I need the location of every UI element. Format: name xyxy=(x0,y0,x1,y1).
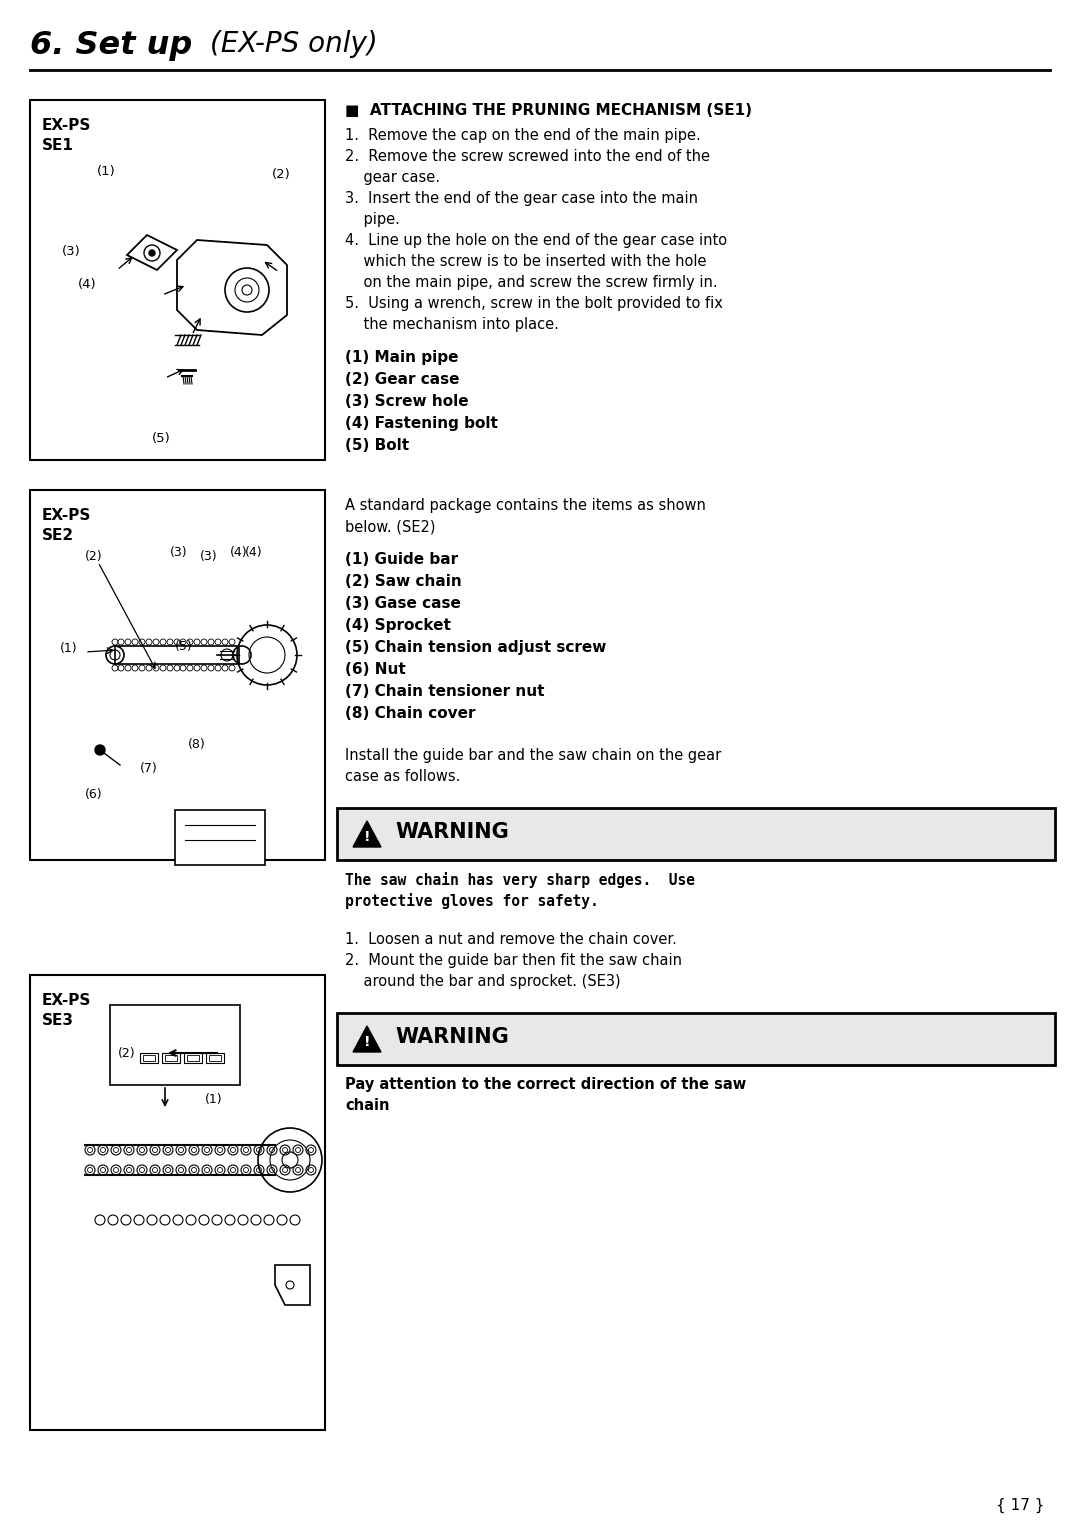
Text: which the screw is to be inserted with the hole: which the screw is to be inserted with t… xyxy=(345,253,706,269)
Text: SE2: SE2 xyxy=(42,528,75,543)
Text: gear case.: gear case. xyxy=(345,169,440,185)
Bar xyxy=(30,975,325,1430)
Text: 5.  Using a wrench, screw in the bolt provided to fix: 5. Using a wrench, screw in the bolt pro… xyxy=(345,296,723,311)
Text: !: ! xyxy=(364,1035,370,1048)
Text: 2.  Mount the guide bar then fit the saw chain: 2. Mount the guide bar then fit the saw … xyxy=(345,954,681,967)
Text: (2): (2) xyxy=(85,549,103,563)
Text: (5) Bolt: (5) Bolt xyxy=(345,438,409,453)
Text: Install the guide bar and the saw chain on the gear: Install the guide bar and the saw chain … xyxy=(345,748,721,763)
Text: (1): (1) xyxy=(60,642,78,655)
Text: (6): (6) xyxy=(85,787,103,801)
Text: (2) Saw chain: (2) Saw chain xyxy=(345,574,462,589)
Text: (5): (5) xyxy=(175,639,192,653)
Bar xyxy=(337,807,1055,861)
Polygon shape xyxy=(353,1025,381,1051)
Polygon shape xyxy=(353,821,381,847)
Text: ■  ATTACHING THE PRUNING MECHANISM (SE1): ■ ATTACHING THE PRUNING MECHANISM (SE1) xyxy=(345,102,752,118)
Bar xyxy=(30,101,325,459)
Text: (4) Fastening bolt: (4) Fastening bolt xyxy=(345,417,498,430)
Bar xyxy=(175,810,265,865)
Text: !: ! xyxy=(364,830,370,844)
Bar xyxy=(337,1013,1055,1065)
Text: chain: chain xyxy=(345,1099,390,1112)
Text: (2): (2) xyxy=(118,1047,136,1061)
Circle shape xyxy=(149,250,156,256)
Text: below. (SE2): below. (SE2) xyxy=(345,519,435,534)
Text: (5): (5) xyxy=(152,432,171,446)
Text: (3): (3) xyxy=(200,549,218,563)
Text: (1): (1) xyxy=(205,1093,222,1106)
Text: pipe.: pipe. xyxy=(345,212,400,227)
Text: (1) Main pipe: (1) Main pipe xyxy=(345,349,459,365)
Text: (4): (4) xyxy=(245,546,262,559)
Bar xyxy=(187,1054,199,1061)
Bar xyxy=(140,1053,158,1064)
Text: The saw chain has very sharp edges.  Use: The saw chain has very sharp edges. Use xyxy=(345,871,696,888)
Text: (1): (1) xyxy=(97,165,116,179)
Text: 2.  Remove the screw screwed into the end of the: 2. Remove the screw screwed into the end… xyxy=(345,150,710,163)
Text: WARNING: WARNING xyxy=(395,1027,509,1047)
Bar xyxy=(206,1053,224,1064)
Text: around the bar and sprocket. (SE3): around the bar and sprocket. (SE3) xyxy=(345,974,621,989)
Text: (4): (4) xyxy=(230,546,247,559)
Text: on the main pipe, and screw the screw firmly in.: on the main pipe, and screw the screw fi… xyxy=(345,275,717,290)
Bar xyxy=(210,1054,221,1061)
Text: (4) Sprocket: (4) Sprocket xyxy=(345,618,450,633)
Text: (3) Screw hole: (3) Screw hole xyxy=(345,394,469,409)
Text: (3): (3) xyxy=(62,246,81,258)
Bar xyxy=(165,1054,177,1061)
Text: (2) Gear case: (2) Gear case xyxy=(345,372,459,388)
Text: SE1: SE1 xyxy=(42,137,73,153)
Text: (8) Chain cover: (8) Chain cover xyxy=(345,707,475,720)
Text: 1.  Remove the cap on the end of the main pipe.: 1. Remove the cap on the end of the main… xyxy=(345,128,701,143)
Text: EX-PS: EX-PS xyxy=(42,118,92,133)
Text: (1) Guide bar: (1) Guide bar xyxy=(345,552,458,568)
Text: A standard package contains the items as shown: A standard package contains the items as… xyxy=(345,497,706,513)
Text: WARNING: WARNING xyxy=(395,823,509,842)
Text: Pay attention to the correct direction of the saw: Pay attention to the correct direction o… xyxy=(345,1077,746,1093)
Text: the mechanism into place.: the mechanism into place. xyxy=(345,317,558,333)
Bar xyxy=(162,1053,180,1064)
Text: 1.  Loosen a nut and remove the chain cover.: 1. Loosen a nut and remove the chain cov… xyxy=(345,932,677,948)
Text: (3) Gase case: (3) Gase case xyxy=(345,597,461,610)
Bar xyxy=(30,490,325,861)
Bar xyxy=(110,1006,240,1085)
Text: 4.  Line up the hole on the end of the gear case into: 4. Line up the hole on the end of the ge… xyxy=(345,233,727,249)
Text: (2): (2) xyxy=(272,168,291,182)
Text: (5) Chain tension adjust screw: (5) Chain tension adjust screw xyxy=(345,639,606,655)
Text: (7) Chain tensioner nut: (7) Chain tensioner nut xyxy=(345,684,544,699)
Text: 3.  Insert the end of the gear case into the main: 3. Insert the end of the gear case into … xyxy=(345,191,698,206)
Text: 6. Set up: 6. Set up xyxy=(30,31,203,61)
Bar xyxy=(184,1053,202,1064)
Text: (4): (4) xyxy=(78,278,96,291)
Text: (3): (3) xyxy=(170,546,188,559)
Text: { 17 }: { 17 } xyxy=(997,1499,1045,1514)
Text: (6) Nut: (6) Nut xyxy=(345,662,406,678)
Text: case as follows.: case as follows. xyxy=(345,769,460,784)
Text: EX-PS: EX-PS xyxy=(42,993,92,1009)
Bar xyxy=(143,1054,156,1061)
Text: EX-PS: EX-PS xyxy=(42,508,92,523)
Circle shape xyxy=(95,745,105,755)
Text: (7): (7) xyxy=(140,761,158,775)
Text: (8): (8) xyxy=(188,739,206,751)
Text: (EX-PS only): (EX-PS only) xyxy=(210,31,378,58)
Text: protective gloves for safety.: protective gloves for safety. xyxy=(345,893,598,909)
Text: SE3: SE3 xyxy=(42,1013,75,1029)
Bar xyxy=(114,645,239,664)
